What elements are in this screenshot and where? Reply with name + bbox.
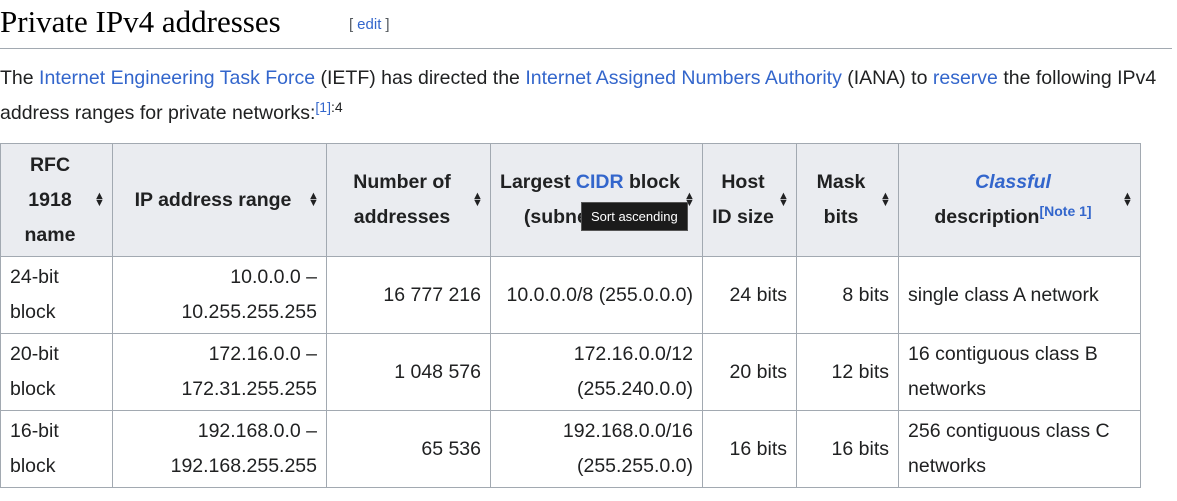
column-header-classful[interactable]: Classful description[Note 1] ▲ ▼ [898,143,1141,257]
cell-mask: 12 bits [796,333,899,411]
section-title: Private IPv4 addresses [0,4,281,39]
cell-description: 16 contiguous class B networks [898,333,1141,411]
cell-description: 256 contiguous class C networks [898,410,1141,488]
column-header-host[interactable]: Host ID size ▲ ▼ [702,143,797,257]
ietf-link[interactable]: Internet Engineering Task Force [39,67,316,89]
cell-cidr: 172.16.0.0/12 (255.240.0.0) [490,333,703,411]
cell-count: 1 048 576 [326,333,491,411]
cell-name: 20-bit block [0,333,113,411]
cell-host: 24 bits [702,256,797,334]
cell-count: 16 777 216 [326,256,491,334]
cell-cidr: 10.0.0.0/8 (255.0.0.0) [490,256,703,334]
intro-paragraph: The Internet Engineering Task Force (IET… [0,67,1157,124]
column-header-cidr[interactable]: Largest CIDR block (subnet mask) ▲▼ [490,143,703,257]
sort-arrows-icon[interactable]: ▲ ▼ [94,190,105,209]
cell-range: 192.168.0.0 – 192.168.255.255 [112,410,327,488]
table-row: 24-bit block 10.0.0.0 – 10.255.255.255 1… [0,256,1141,334]
header-row: RFC 1918 name ▲ ▼ IP address range ▲ ▼ Num… [0,143,1141,257]
cell-name: 16-bit block [0,410,113,488]
sort-arrows-icon[interactable]: ▲ ▼ [1122,190,1133,209]
cell-count: 65 536 [326,410,491,488]
cell-description: single class A network [898,256,1141,334]
column-header-count[interactable]: Number of addresses ▲ ▼ [326,143,491,257]
sort-arrows-icon[interactable]: ▲ ▼ [472,190,483,209]
sort-arrows-icon[interactable]: ▲ ▼ [880,190,891,209]
edit-section: [edit] [349,16,390,33]
reference-link[interactable]: [1] [315,99,331,115]
table-row: 20-bit block 172.16.0.0 – 172.31.255.255… [0,333,1141,411]
private-ipv4-table: RFC 1918 name ▲ ▼ IP address range ▲ ▼ Num… [0,143,1141,488]
reference: [1]:4 [315,99,343,115]
sort-arrows-icon[interactable]: ▲ ▼ [778,190,789,209]
cidr-link[interactable]: CIDR [575,171,624,193]
edit-link[interactable]: edit [357,16,382,33]
table-row: 16-bit block 192.168.0.0 – 192.168.255.2… [0,410,1141,488]
column-header-range[interactable]: IP address range ▲ ▼ [112,143,327,257]
cell-cidr: 192.168.0.0/16 (255.255.0.0) [490,410,703,488]
cell-range: 172.16.0.0 – 172.31.255.255 [112,333,327,411]
iana-link[interactable]: Internet Assigned Numbers Authority [525,67,842,89]
reserve-link[interactable]: reserve [932,67,998,89]
sort-tooltip: Sort ascending [581,202,688,231]
classful-link[interactable]: Classful [975,171,1051,193]
cell-host: 16 bits [702,410,797,488]
section-heading: Private IPv4 addresses [edit] [0,0,1172,49]
note-link[interactable]: [Note 1] [1039,203,1092,219]
sort-arrows-icon[interactable]: ▲ ▼ [308,190,319,209]
cell-range: 10.0.0.0 – 10.255.255.255 [112,256,327,334]
column-header-rfc[interactable]: RFC 1918 name ▲ ▼ [0,143,113,257]
cell-name: 24-bit block [0,256,113,334]
sort-arrows-icon[interactable]: ▲ ▼ [684,190,695,209]
column-header-mask[interactable]: Mask bits ▲ ▼ [796,143,899,257]
cell-mask: 8 bits [796,256,899,334]
cell-mask: 16 bits [796,410,899,488]
cell-host: 20 bits [702,333,797,411]
